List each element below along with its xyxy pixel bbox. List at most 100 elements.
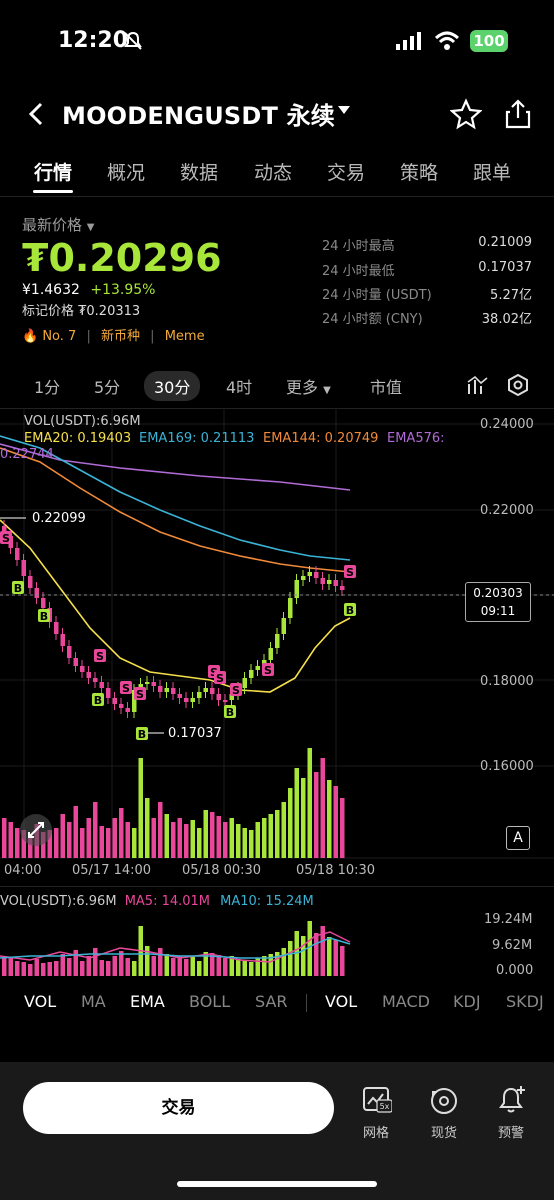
indicator-ema[interactable]: EMA	[130, 992, 165, 1011]
tab-market[interactable]: 行情	[34, 162, 73, 184]
volume-bar	[249, 830, 254, 858]
grid-label[interactable]: 网格	[362, 1126, 389, 1141]
star-icon[interactable]	[449, 98, 483, 134]
volume-panel-bar	[281, 948, 286, 976]
tab-trade[interactable]: 交易	[327, 162, 366, 184]
volume-bar	[73, 806, 78, 858]
mark-price: 标记价格 ₮0.20313	[22, 304, 141, 319]
expand-icon[interactable]	[20, 814, 52, 846]
candle	[320, 578, 325, 584]
indicator-vol[interactable]: VOL	[24, 992, 57, 1011]
annotation-button[interactable]: A	[506, 826, 530, 850]
interval-5m[interactable]: 5分	[94, 378, 121, 397]
volume-bar	[229, 818, 234, 858]
vol-panel-value: VOL(USDT):6.96M	[0, 894, 117, 909]
interval-mcap[interactable]: 市值	[370, 378, 403, 397]
volume-panel-bar	[262, 956, 267, 976]
high-price-label: 0.22099	[32, 511, 86, 526]
ema576-line	[0, 443, 351, 491]
x-tick-2: 05/18 00:30	[182, 863, 261, 878]
volume-panel-bar	[320, 926, 325, 976]
buy-marker-label: B	[346, 604, 354, 617]
volume-bar	[294, 768, 299, 858]
interval-30m[interactable]: 30分	[144, 371, 201, 401]
indicator-skdj[interactable]: SKDJ	[506, 992, 544, 1011]
candle	[80, 666, 85, 672]
ma10-line	[0, 937, 351, 959]
grid-bot-icon[interactable]: 5x	[362, 1086, 393, 1118]
latest-price-label-text: 最新价格	[22, 216, 83, 234]
indicator-sar[interactable]: SAR	[255, 992, 288, 1011]
spot-icon[interactable]	[429, 1086, 459, 1120]
volume-panel-bar	[151, 956, 156, 976]
volume-panel-bar	[268, 954, 273, 976]
buy-marker-label: B	[94, 694, 102, 707]
trade-button[interactable]: 交易	[23, 1082, 334, 1134]
current-price-value: 0.20303	[473, 586, 523, 600]
indicator-ma[interactable]: MA	[81, 992, 106, 1011]
candle	[15, 548, 20, 560]
settings-icon[interactable]	[507, 373, 529, 400]
volume-bar	[28, 834, 33, 858]
interval-4h[interactable]: 4时	[226, 378, 253, 397]
volume-bar	[145, 798, 150, 858]
volume-bar	[99, 826, 104, 858]
stat-high-value: 0.21009	[478, 235, 532, 250]
stat-amt-label: 24 小时额 (CNY)	[322, 312, 423, 327]
tab-divider	[0, 196, 554, 197]
sell-marker	[134, 687, 146, 700]
chevron-down-icon[interactable]	[336, 102, 352, 121]
rank-tag[interactable]: No. 7	[42, 329, 77, 344]
volume-panel-bar	[249, 962, 254, 976]
interval-more[interactable]: 更多 ▼	[286, 374, 331, 398]
indicator-boll[interactable]: BOLL	[189, 992, 231, 1011]
indicator-vol-sub[interactable]: VOL	[325, 992, 358, 1011]
candle	[216, 694, 221, 700]
share-icon[interactable]	[504, 98, 532, 134]
volume-panel-bar	[158, 948, 163, 976]
sell-marker-label: S	[210, 666, 218, 679]
tab-strategy[interactable]: 策略	[400, 162, 439, 184]
volume-bar	[307, 748, 312, 858]
current-price-box: 0.20303 09:11	[465, 582, 531, 622]
tab-data[interactable]: 数据	[180, 162, 219, 184]
volume-panel-bar	[119, 951, 124, 976]
candle	[125, 708, 130, 712]
indicator-kdj[interactable]: KDJ	[453, 992, 481, 1011]
interval-1m[interactable]: 1分	[34, 378, 61, 397]
tab-copytrade[interactable]: 跟单	[473, 162, 512, 184]
spot-label[interactable]: 现货	[430, 1126, 457, 1141]
candle	[145, 682, 150, 684]
candle	[327, 580, 332, 584]
volume-panel-bar	[47, 962, 52, 976]
tab-underline	[33, 190, 73, 193]
new-coin-tag[interactable]: 新币种	[101, 329, 141, 344]
x-tick-1: 05/17 14:00	[72, 863, 151, 878]
latest-price-label[interactable]: 最新价格 ▼	[22, 214, 95, 235]
tab-news[interactable]: 动态	[254, 162, 293, 184]
meme-tag[interactable]: Meme	[164, 329, 205, 344]
volume-bar	[262, 818, 267, 858]
tab-overview[interactable]: 概况	[107, 162, 146, 184]
candle	[86, 672, 91, 678]
page-title[interactable]: MOODENGUSDT 永续	[62, 102, 336, 130]
sell-marker-label: S	[136, 688, 144, 701]
alert-label[interactable]: 预警	[497, 1126, 524, 1141]
buy-marker	[224, 705, 236, 718]
back-icon[interactable]	[26, 100, 46, 132]
sell-marker-label: S	[2, 532, 10, 545]
candle	[132, 690, 137, 712]
indicator-macd[interactable]: MACD	[382, 992, 430, 1011]
y-tick-3: 0.18000	[480, 674, 534, 689]
price-change: +13.95%	[90, 282, 156, 298]
volume-panel-chart[interactable]: 19.24M 9.62M 0.000	[0, 908, 554, 978]
volume-bar	[327, 780, 332, 858]
fire-icon: 🔥	[22, 329, 39, 344]
sell-marker	[344, 565, 356, 578]
sell-marker-label: S	[264, 664, 272, 677]
buy-marker	[136, 727, 148, 740]
indicator-icon[interactable]	[466, 374, 488, 400]
chart-divider	[0, 886, 554, 887]
bell-icon[interactable]	[497, 1084, 527, 1118]
